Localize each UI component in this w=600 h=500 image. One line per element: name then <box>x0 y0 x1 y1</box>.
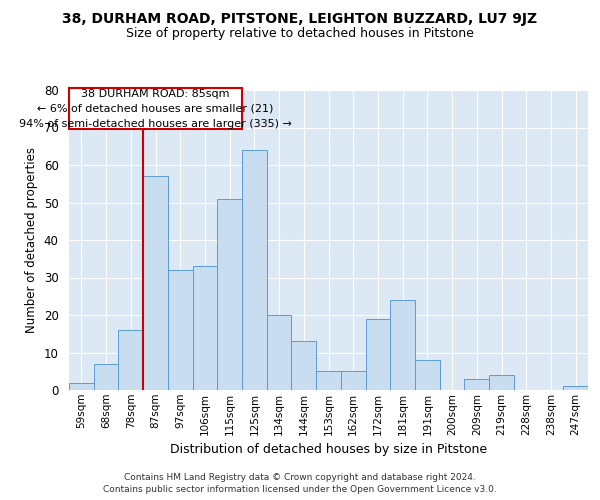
Bar <box>415 360 440 390</box>
Bar <box>563 386 588 390</box>
Y-axis label: Number of detached properties: Number of detached properties <box>25 147 38 333</box>
Bar <box>267 315 292 390</box>
Bar <box>242 150 267 390</box>
Bar <box>168 270 193 390</box>
Bar <box>390 300 415 390</box>
Bar <box>118 330 143 390</box>
Text: 38 DURHAM ROAD: 85sqm
← 6% of detached houses are smaller (21)
94% of semi-detac: 38 DURHAM ROAD: 85sqm ← 6% of detached h… <box>19 89 292 128</box>
Text: Contains HM Land Registry data © Crown copyright and database right 2024.
Contai: Contains HM Land Registry data © Crown c… <box>103 472 497 494</box>
Bar <box>464 379 489 390</box>
Bar <box>341 371 365 390</box>
Bar <box>217 198 242 390</box>
Bar <box>94 364 118 390</box>
Bar <box>69 382 94 390</box>
Bar <box>193 266 217 390</box>
Bar <box>143 176 168 390</box>
FancyBboxPatch shape <box>69 88 242 130</box>
Bar <box>316 371 341 390</box>
Text: 38, DURHAM ROAD, PITSTONE, LEIGHTON BUZZARD, LU7 9JZ: 38, DURHAM ROAD, PITSTONE, LEIGHTON BUZZ… <box>62 12 538 26</box>
Bar <box>292 341 316 390</box>
Bar <box>489 375 514 390</box>
X-axis label: Distribution of detached houses by size in Pitstone: Distribution of detached houses by size … <box>170 443 487 456</box>
Bar <box>365 319 390 390</box>
Text: Size of property relative to detached houses in Pitstone: Size of property relative to detached ho… <box>126 28 474 40</box>
